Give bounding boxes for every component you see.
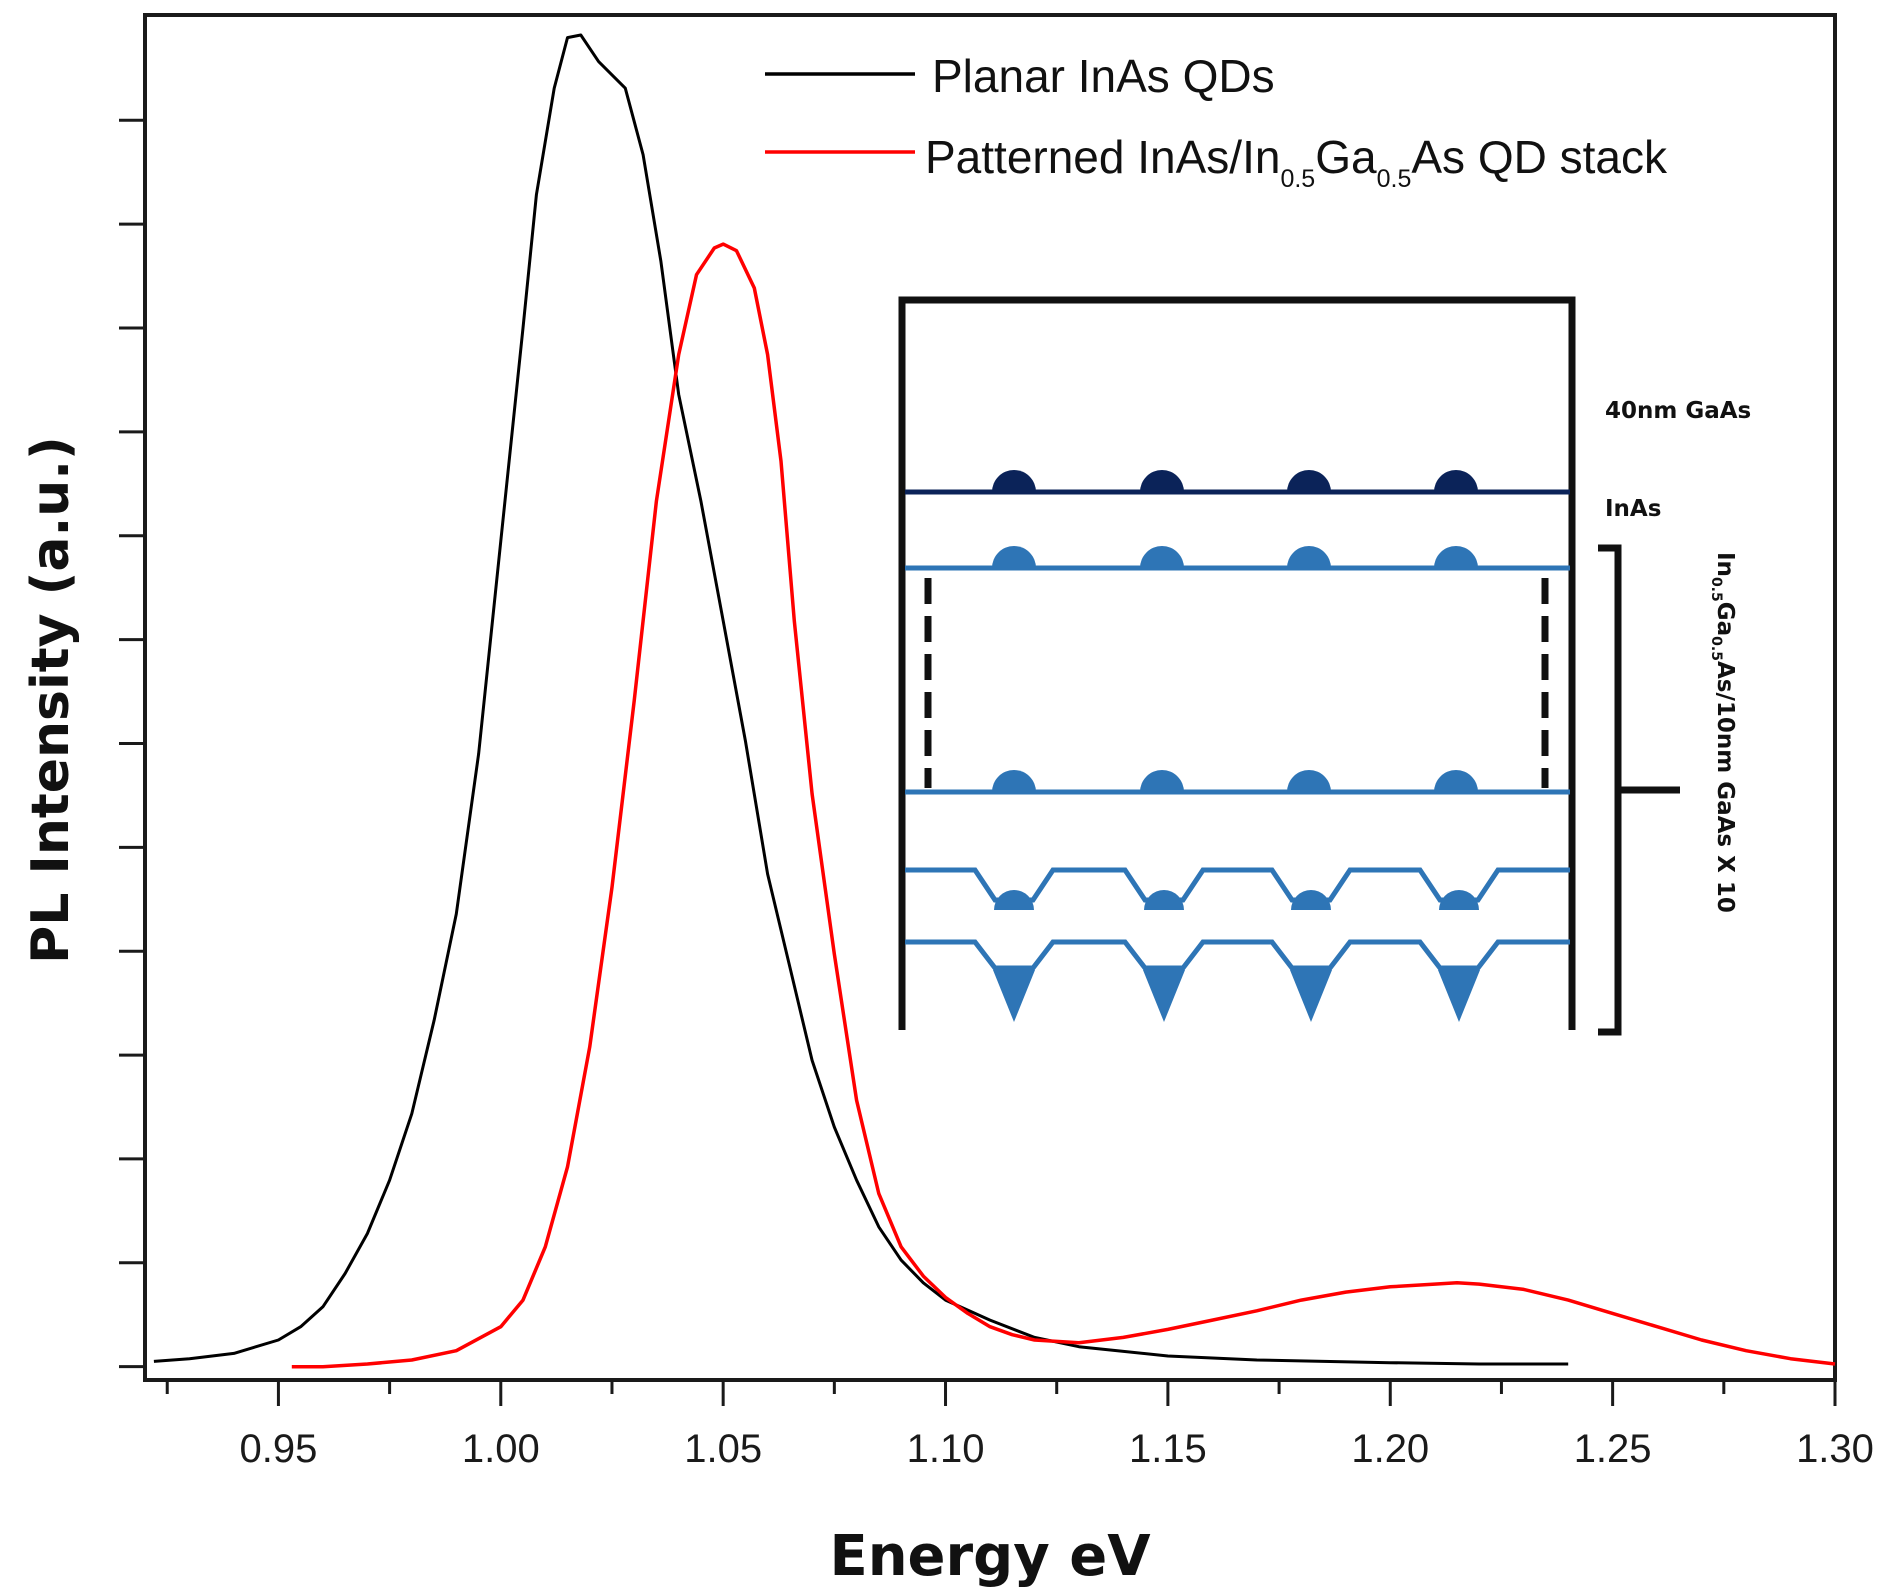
inset-layer-3-dots [992, 770, 1478, 792]
legend-label-planar: Planar InAs QDs [932, 50, 1275, 102]
qd-pyramid [1143, 970, 1185, 1022]
inset-layer-2-dots [992, 546, 1478, 568]
x-axis-tick-labels: 0.95 1.00 1.05 1.10 1.15 1.20 1.25 1.30 [239, 1427, 1873, 1471]
y-axis-ticks [119, 118, 145, 1369]
plot-frame [143, 13, 1837, 1382]
inset-bracket-label: In0.5Ga0.5As/10nm GaAs X 10 [1708, 552, 1738, 913]
qd-pyramid [1290, 970, 1332, 1022]
qd-dot [992, 470, 1036, 492]
qd-dot [1434, 770, 1478, 792]
qd-dot [1434, 470, 1478, 492]
x-tick-label: 1.10 [907, 1427, 985, 1471]
legend-label-patterned: Patterned InAs/In0.5Ga0.5As QD stack [925, 131, 1668, 193]
qd-dot [1144, 890, 1184, 910]
inset-label-inas: InAs [1605, 496, 1661, 522]
x-tick-label: 1.05 [684, 1427, 762, 1471]
qd-dot [1439, 890, 1479, 910]
inset-bracket [1598, 544, 1680, 1036]
x-tick-label: 1.25 [1574, 1427, 1652, 1471]
inset-shallow-dots [994, 890, 1479, 910]
legend: Planar InAs QDs Patterned InAs/In0.5Ga0.… [765, 50, 1668, 193]
x-axis-title: Energy eV [829, 1524, 1151, 1589]
x-tick-label: 1.30 [1796, 1427, 1874, 1471]
qd-dot [992, 770, 1036, 792]
qd-dot [994, 890, 1034, 910]
series-line-patterned-qd-stack [291, 242, 1836, 1369]
inset-frame [898, 296, 1576, 1030]
qd-dot [1434, 546, 1478, 568]
x-tick-label: 1.20 [1351, 1427, 1429, 1471]
inset-layer-patterned-deep [905, 939, 1570, 971]
qd-pyramid [1438, 970, 1480, 1022]
qd-dot [1291, 890, 1331, 910]
inset-qd-stack-schematic: 40nm GaAs InAs In0.5Ga0.5As/10nm GaAs X … [898, 296, 1751, 1036]
qd-dot [1287, 546, 1331, 568]
qd-dot [992, 546, 1036, 568]
y-axis-title: PL Intensity (a.u.) [21, 436, 81, 964]
x-tick-label: 1.00 [462, 1427, 540, 1471]
series-line-planar-inas-qds [153, 33, 1569, 1366]
qd-dot [1140, 470, 1184, 492]
x-tick-label: 1.15 [1129, 1427, 1207, 1471]
inset-top-dots [992, 470, 1478, 492]
qd-dot [1287, 770, 1331, 792]
x-tick-label: 0.95 [239, 1427, 317, 1471]
inset-label-40nm-gaas: 40nm GaAs [1605, 398, 1751, 424]
qd-dot [1140, 770, 1184, 792]
qd-dot [1287, 470, 1331, 492]
qd-pyramid [993, 970, 1035, 1022]
inset-deep-dots [993, 970, 1480, 1022]
qd-dot [1140, 546, 1184, 568]
x-axis-ticks [165, 1380, 1837, 1406]
